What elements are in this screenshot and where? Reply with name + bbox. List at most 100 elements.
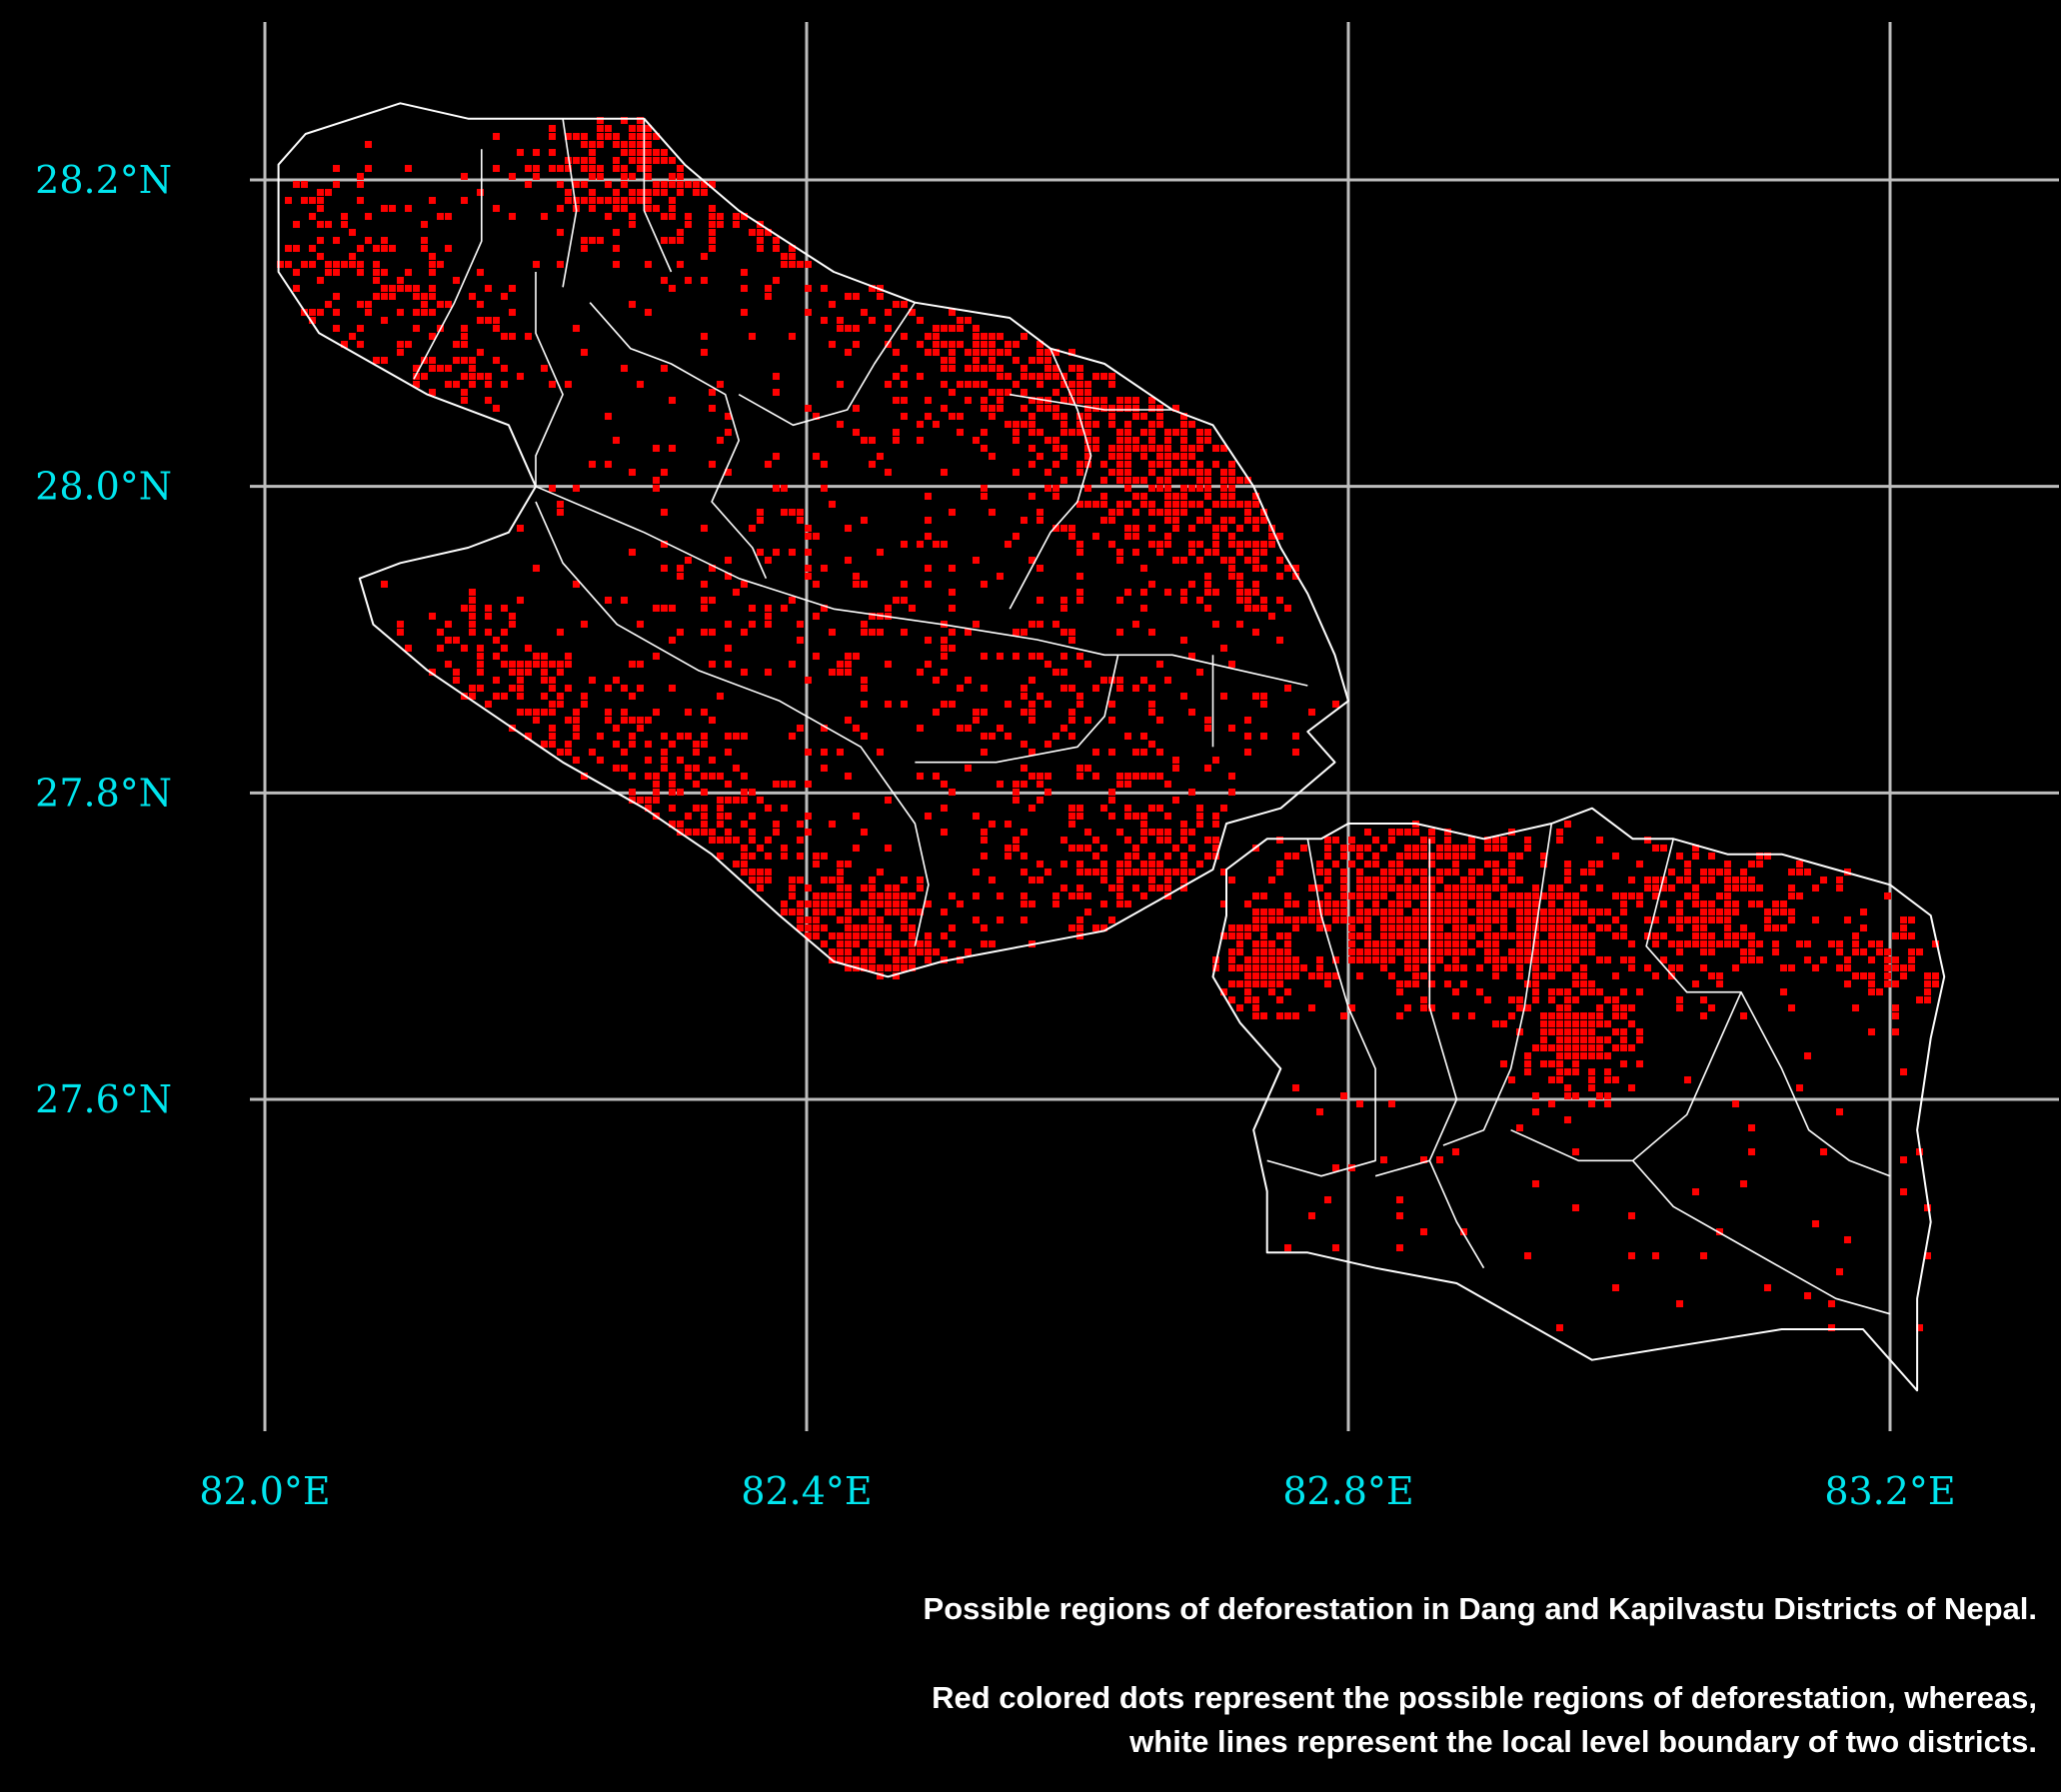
deforestation-dot [1340,900,1347,907]
deforestation-dot [1404,932,1411,939]
deforestation-dot [1420,924,1427,931]
deforestation-dot [653,157,660,164]
deforestation-dot [997,349,1004,356]
deforestation-dot [1124,485,1131,492]
deforestation-dot [1196,469,1203,476]
deforestation-dot [1708,972,1715,979]
deforestation-dot [1244,924,1251,931]
deforestation-dot [1444,932,1451,939]
deforestation-dot [1588,940,1595,947]
deforestation-dot [853,956,860,963]
deforestation-dot [653,445,660,452]
deforestation-dot [1540,1060,1547,1067]
deforestation-dot [941,701,948,708]
deforestation-dot [1164,493,1171,500]
deforestation-dot [837,916,844,923]
deforestation-dot [1332,837,1339,844]
deforestation-dot [1340,893,1347,899]
deforestation-dot [1428,908,1435,915]
deforestation-dot [477,661,484,668]
deforestation-dot [1412,980,1419,987]
deforestation-dot [1164,781,1171,788]
deforestation-dot [1724,908,1731,915]
deforestation-dot [1500,956,1507,963]
deforestation-dot [741,669,748,676]
deforestation-dot [1180,485,1187,492]
deforestation-dot [1260,1012,1267,1019]
deforestation-dot [909,924,916,931]
deforestation-dot [877,900,884,907]
deforestation-dot [1364,932,1371,939]
deforestation-dot [781,253,788,260]
deforestation-dot [741,773,748,780]
deforestation-dot [1460,940,1467,947]
deforestation-dot [1156,773,1163,780]
deforestation-dot [1492,972,1499,979]
deforestation-dot [1516,1004,1523,1011]
deforestation-dot [629,549,636,556]
deforestation-dot [1029,357,1035,364]
deforestation-dot [1204,589,1211,596]
deforestation-dot [1580,980,1587,987]
deforestation-dot [773,389,780,396]
deforestation-dot [1908,948,1915,955]
deforestation-dot [557,205,564,212]
deforestation-dot [973,869,980,876]
deforestation-dot [1092,869,1099,876]
deforestation-dot [653,205,660,212]
deforestation-dot [1029,749,1035,756]
deforestation-dot [1188,709,1195,716]
deforestation-dot [1532,956,1539,963]
deforestation-dot [1172,797,1179,804]
deforestation-dot [797,725,804,732]
deforestation-dot [645,173,652,180]
deforestation-dot [1164,533,1171,540]
deforestation-dot [901,900,908,907]
deforestation-dot [1412,893,1419,899]
deforestation-dot [325,269,332,276]
deforestation-dot [1572,908,1579,915]
deforestation-dot [637,797,644,804]
deforestation-dot [757,517,764,524]
deforestation-dot [957,900,964,907]
deforestation-dot [429,197,436,204]
deforestation-dot [501,333,508,340]
deforestation-dot [885,948,892,955]
deforestation-dot [893,597,900,604]
deforestation-dot [1212,501,1219,508]
deforestation-dot [1260,733,1267,740]
deforestation-dot [773,245,780,252]
deforestation-dot [861,677,868,684]
deforestation-dot [1356,972,1363,979]
deforestation-dot [1484,900,1491,907]
deforestation-dot [613,725,620,732]
deforestation-dot [725,413,732,420]
deforestation-dot [797,821,804,828]
deforestation-dot [1005,421,1012,428]
deforestation-dot [1172,557,1179,564]
deforestation-dot [1796,861,1803,868]
deforestation-dot [869,613,876,620]
deforestation-dot [925,813,932,820]
deforestation-dot [1676,996,1683,1003]
deforestation-dot [1524,948,1531,955]
deforestation-dot [1596,1044,1603,1051]
deforestation-dot [1796,869,1803,876]
deforestation-dot [1476,893,1483,899]
deforestation-dot [1228,541,1235,548]
deforestation-dot [1620,908,1627,915]
deforestation-dot [829,501,836,508]
deforestation-dot [645,717,652,724]
deforestation-dot [613,677,620,684]
deforestation-dot [941,381,948,388]
deforestation-dot [845,661,852,668]
deforestation-dot [1076,885,1083,892]
deforestation-dot [973,621,980,628]
deforestation-dot [981,333,988,340]
deforestation-dot [949,940,956,947]
deforestation-dot [893,900,900,907]
deforestation-dot [877,749,884,756]
deforestation-dot [949,325,956,332]
deforestation-dot [1844,964,1851,971]
deforestation-dot [1468,845,1475,852]
